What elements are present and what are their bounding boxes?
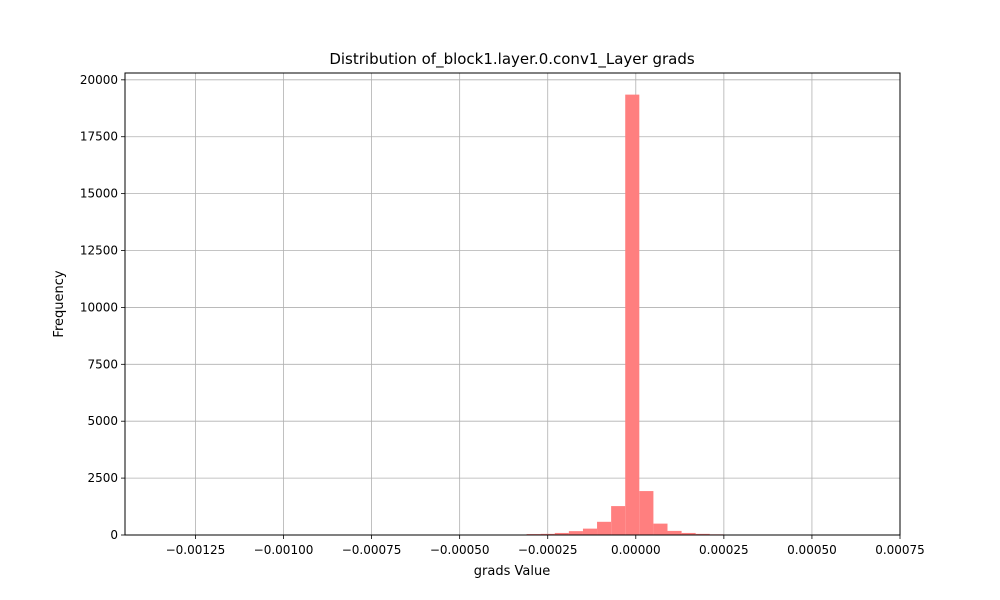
- histogram-bar: [625, 94, 640, 535]
- y-tick-label: 15000: [80, 187, 118, 201]
- y-axis-label: Frequency: [52, 270, 67, 337]
- y-tick-label: 2500: [87, 471, 118, 485]
- x-tick-label: 0.00075: [875, 543, 925, 557]
- x-axis-label: grads Value: [474, 564, 550, 579]
- y-tick-label: 10000: [80, 300, 118, 314]
- histogram-bar: [639, 491, 654, 535]
- histogram-bars: [498, 94, 738, 535]
- x-tick-label: −0.00050: [430, 543, 490, 557]
- x-axis-ticks: −0.00125 −0.00100 −0.00075 −0.00050 −0.00025…: [166, 535, 925, 557]
- histogram-bar: [695, 533, 710, 535]
- chart-title: Distribution of_block1.layer.0.conv1_Lay…: [329, 50, 695, 69]
- histogram-bar: [667, 530, 682, 535]
- y-tick-label: 5000: [87, 414, 118, 428]
- histogram-bar: [554, 532, 569, 535]
- x-tick-label: −0.00075: [342, 543, 402, 557]
- histogram-bar: [653, 523, 668, 535]
- x-tick-label: −0.00025: [518, 543, 578, 557]
- histogram-bar: [681, 532, 696, 535]
- x-tick-label: 0.00000: [611, 543, 661, 557]
- y-tick-label: 7500: [87, 357, 118, 371]
- y-axis-ticks: 0 2500 5000 7500 10000 12500 15000 17500 20000: [80, 73, 125, 542]
- x-tick-label: −0.00100: [254, 543, 314, 557]
- x-tick-label: 0.00025: [699, 543, 749, 557]
- x-tick-label: −0.00125: [166, 543, 226, 557]
- y-tick-label: 12500: [80, 244, 118, 258]
- y-tick-label: 17500: [80, 130, 118, 144]
- histogram-bar: [568, 531, 583, 535]
- plot-frame: [124, 72, 901, 536]
- x-tick-label: 0.00050: [787, 543, 837, 557]
- histogram-bar: [540, 533, 555, 535]
- histogram-bar: [597, 521, 612, 535]
- y-tick-label: 20000: [80, 73, 118, 87]
- y-tick-label: 0: [110, 528, 118, 542]
- histogram-bar: [611, 506, 626, 535]
- histogram-bar: [582, 528, 598, 535]
